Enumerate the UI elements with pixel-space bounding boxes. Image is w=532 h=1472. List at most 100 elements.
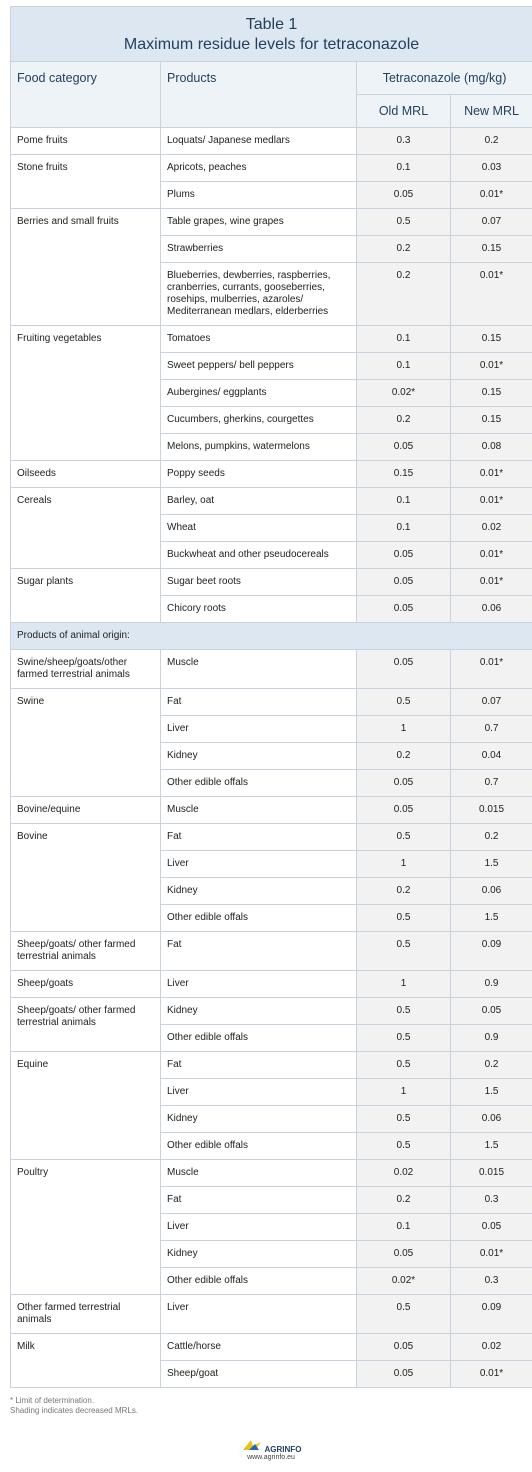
new-mrl-cell: 0.7 (449, 769, 532, 797)
table-row: Milk Cattle/horse 0.05 0.02 (10, 1333, 532, 1388)
new-mrl-cell: 0.3 (449, 1267, 532, 1295)
new-mrl-cell: 0.01* (449, 181, 532, 209)
new-mrl-cell: 0.01* (449, 1240, 532, 1268)
table-row: Cucumbers, gherkins, courgettes 0.2 0.15 (11, 406, 532, 434)
product-cell: Fat (160, 1186, 357, 1214)
product-cell: Plums (160, 181, 357, 209)
new-mrl-cell: 0.2 (449, 823, 532, 851)
category-cell: Bovine/equine (10, 796, 161, 824)
product-cell: Loquats/ Japanese medlars (160, 127, 357, 155)
table-row: Poultry Muscle 0.02 0.015 (10, 1159, 532, 1295)
table-row: Bovine/equine Muscle 0.05 0.015 (10, 796, 532, 824)
old-mrl-cell: 0.5 (356, 1105, 451, 1133)
old-mrl-cell: 0.1 (356, 154, 451, 182)
old-mrl-cell: 0.5 (356, 823, 451, 851)
product-cell: Other edible offals (160, 904, 357, 932)
old-mrl-cell: 0.2 (356, 1186, 451, 1214)
old-mrl-cell: 0.02* (356, 1267, 451, 1295)
new-mrl-cell: 0.3 (449, 1186, 532, 1214)
product-cell: Muscle (160, 1159, 357, 1187)
product-cell: Other edible offals (160, 1024, 357, 1052)
url: www.agrinfo.eu (247, 1454, 295, 1461)
old-mrl-cell: 0.5 (356, 208, 451, 236)
old-mrl-cell: 0.2 (356, 406, 451, 434)
category-cell: Bovine (10, 823, 161, 932)
product-cell: Other edible offals (160, 1132, 357, 1160)
old-mrl-cell: 0.2 (356, 262, 451, 326)
table-row: Cereals Barley, oat 0.1 0.01* (10, 487, 532, 569)
new-mrl-cell: 0.2 (449, 127, 532, 155)
old-mrl-cell: 0.1 (356, 514, 451, 542)
new-mrl-cell: 0.05 (449, 1213, 532, 1241)
table-row: Berries and small fruits Table grapes, wi… (10, 208, 532, 326)
old-mrl-cell: 1 (356, 970, 451, 998)
product-cell: Liver (160, 1078, 357, 1106)
logo-icon (242, 1440, 261, 1450)
table-row: Kidney 0.2 0.06 (11, 877, 532, 905)
category-cell: Berries and small fruits (10, 208, 161, 326)
old-mrl-cell: 0.05 (356, 181, 451, 209)
footnote: Shading indicates decreased MRLs. (10, 1406, 139, 1415)
table-row: Sugar plants Sugar beet roots 0.05 0.01* (10, 568, 532, 623)
new-mrl-cell: 0.05 (449, 997, 532, 1025)
old-mrl-cell: 0.2 (356, 877, 451, 905)
new-mrl-cell: 0.01* (449, 649, 532, 689)
table-row: Liver 0.1 0.05 (11, 1213, 532, 1241)
old-mrl-cell: 0.5 (356, 688, 451, 716)
table-row: Equine Fat 0.5 0.2 (10, 1051, 532, 1160)
product-cell: Fat (160, 688, 357, 716)
column-header: New MRL (449, 94, 532, 128)
table-row: Oilseeds Poppy seeds 0.15 0.01* (10, 460, 532, 488)
table-row: Other edible offals 0.5 0.9 (11, 1024, 532, 1052)
new-mrl-cell: 0.01* (449, 487, 532, 515)
product-cell: Sheep/goat (160, 1360, 357, 1388)
table-row: Plums 0.05 0.01* (11, 181, 532, 209)
column-header: Food category (10, 61, 161, 128)
old-mrl-cell: 1 (356, 1078, 451, 1106)
new-mrl-cell: 0.06 (449, 877, 532, 905)
category-cell: Stone fruits (10, 154, 161, 209)
old-mrl-cell: 0.5 (356, 1294, 451, 1334)
table-row: Sweet peppers/ bell peppers 0.1 0.01* (11, 352, 532, 380)
table-row: Liver 1 1.5 (11, 1078, 532, 1106)
mrl-table: Table 1 Maximum residue levels for tetrac… (9, 6, 532, 1388)
table-row: Stone fruits Apricots, peaches 0.1 0.03 (10, 154, 532, 209)
new-mrl-cell: 0.9 (449, 970, 532, 998)
table-title: Table 1 Maximum residue levels for tetrac… (9, 6, 532, 62)
new-mrl-cell: 0.01* (449, 460, 532, 488)
category-cell: Other farmed terrestrial animals (10, 1294, 161, 1334)
new-mrl-cell: 0.02 (449, 514, 532, 542)
new-mrl-cell: 0.9 (449, 1024, 532, 1052)
new-mrl-cell: 0.15 (449, 379, 532, 407)
product-cell: Sugar beet roots (160, 568, 357, 596)
old-mrl-cell: 0.05 (356, 769, 451, 797)
footnote: * Limit of determination. (10, 1396, 95, 1405)
table-row: Swine/sheep/goats/other farmed terrestri… (10, 649, 532, 689)
column-header: Old MRL (356, 94, 451, 128)
document: Table 1 Maximum residue levels for tetrac… (9, 0, 532, 1461)
category-cell: Oilseeds (10, 460, 161, 488)
product-cell: Liver (160, 970, 357, 998)
new-mrl-cell: 0.7 (449, 715, 532, 743)
category-cell: Swine (10, 688, 161, 797)
old-mrl-cell: 0.5 (356, 997, 451, 1025)
product-cell: Poppy seeds (160, 460, 357, 488)
subtitle: Maximum residue levels for tetraconazole (123, 36, 420, 53)
old-mrl-cell: 0.5 (356, 1024, 451, 1052)
table-row: Chicory roots 0.05 0.06 (11, 595, 532, 623)
product-cell: Tomatoes (160, 325, 357, 353)
new-mrl-cell: 0.2 (449, 1051, 532, 1079)
table-row: Other farmed terrestrial animals Liver 0.5… (10, 1294, 532, 1334)
table-row: Fruiting vegetables Tomatoes 0.1 0.15 (10, 325, 532, 461)
title: Table 1 (245, 16, 298, 33)
table-row: Strawberries 0.2 0.15 (11, 235, 532, 263)
product-cell: Table grapes, wine grapes (160, 208, 357, 236)
category-cell: Equine (10, 1051, 161, 1160)
old-mrl-cell: 0.5 (356, 1132, 451, 1160)
product-cell: Liver (160, 715, 357, 743)
logo: AGRINFO www.agrinfo.eu (10, 1438, 532, 1461)
product-cell: Fat (160, 823, 357, 851)
table-row: Wheat 0.1 0.02 (11, 514, 532, 542)
old-mrl-cell: 0.5 (356, 1051, 451, 1079)
